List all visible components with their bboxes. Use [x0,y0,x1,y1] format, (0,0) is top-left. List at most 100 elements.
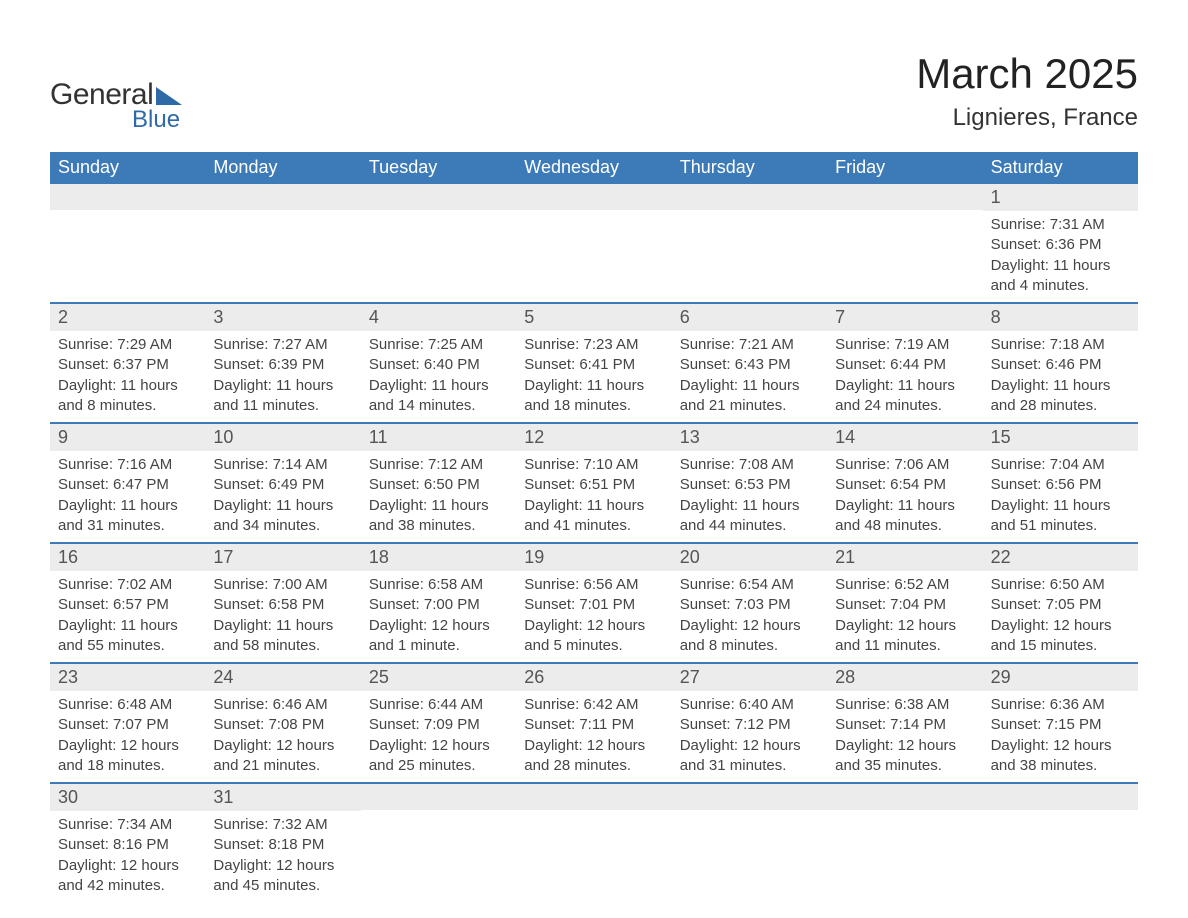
day-sunset: Sunset: 6:36 PM [991,235,1130,255]
day-daylight1: Daylight: 11 hours [369,376,508,396]
day-sunrise: Sunrise: 7:27 AM [213,335,352,355]
day-number: 16 [50,544,205,571]
day-daylight2: and 24 minutes. [835,396,974,416]
day-daylight1: Daylight: 12 hours [680,736,819,756]
day-sunset: Sunset: 6:54 PM [835,475,974,495]
day-daylight2: and 51 minutes. [991,516,1130,536]
day-sunrise: Sunrise: 7:14 AM [213,455,352,475]
day-sunrise: Sunrise: 7:16 AM [58,455,197,475]
day-cell: 8Sunrise: 7:18 AMSunset: 6:46 PMDaylight… [983,304,1138,422]
day-cell: 6Sunrise: 7:21 AMSunset: 6:43 PMDaylight… [672,304,827,422]
day-body [516,210,671,220]
week-row: 23Sunrise: 6:48 AMSunset: 7:07 PMDayligh… [50,662,1138,782]
day-daylight2: and 28 minutes. [524,756,663,776]
weeks-container: 1Sunrise: 7:31 AMSunset: 6:36 PMDaylight… [50,184,1138,902]
day-body: Sunrise: 7:34 AMSunset: 8:16 PMDaylight:… [50,811,205,902]
day-sunrise: Sunrise: 6:46 AM [213,695,352,715]
logo: General Blue [50,78,182,134]
dow-saturday: Saturday [983,152,1138,184]
day-body: Sunrise: 7:02 AMSunset: 6:57 PMDaylight:… [50,571,205,662]
day-daylight1: Daylight: 11 hours [213,616,352,636]
week-row: 2Sunrise: 7:29 AMSunset: 6:37 PMDaylight… [50,302,1138,422]
day-number [516,184,671,210]
day-number [672,184,827,210]
day-body [983,810,1138,820]
day-daylight2: and 42 minutes. [58,876,197,896]
day-number: 30 [50,784,205,811]
day-sunrise: Sunrise: 6:54 AM [680,575,819,595]
day-sunset: Sunset: 6:44 PM [835,355,974,375]
day-daylight2: and 34 minutes. [213,516,352,536]
day-number [361,184,516,210]
day-cell [827,784,982,902]
day-daylight2: and 5 minutes. [524,636,663,656]
day-number: 27 [672,664,827,691]
day-sunset: Sunset: 6:53 PM [680,475,819,495]
dow-sunday: Sunday [50,152,205,184]
day-sunset: Sunset: 7:07 PM [58,715,197,735]
day-daylight1: Daylight: 12 hours [835,616,974,636]
day-cell: 7Sunrise: 7:19 AMSunset: 6:44 PMDaylight… [827,304,982,422]
day-daylight1: Daylight: 11 hours [991,376,1130,396]
day-number [516,784,671,810]
day-number: 19 [516,544,671,571]
day-sunset: Sunset: 7:04 PM [835,595,974,615]
day-body: Sunrise: 6:48 AMSunset: 7:07 PMDaylight:… [50,691,205,782]
header: General Blue March 2025 Lignieres, Franc… [50,50,1138,134]
day-daylight2: and 35 minutes. [835,756,974,776]
day-sunrise: Sunrise: 6:36 AM [991,695,1130,715]
day-cell [205,184,360,302]
day-sunset: Sunset: 6:50 PM [369,475,508,495]
day-body: Sunrise: 7:08 AMSunset: 6:53 PMDaylight:… [672,451,827,542]
day-daylight1: Daylight: 11 hours [58,376,197,396]
day-cell: 10Sunrise: 7:14 AMSunset: 6:49 PMDayligh… [205,424,360,542]
day-daylight1: Daylight: 11 hours [991,496,1130,516]
day-number [205,184,360,210]
dow-thursday: Thursday [672,152,827,184]
week-row: 30Sunrise: 7:34 AMSunset: 8:16 PMDayligh… [50,782,1138,902]
day-number: 2 [50,304,205,331]
day-body [827,210,982,220]
day-sunset: Sunset: 8:16 PM [58,835,197,855]
day-sunrise: Sunrise: 7:31 AM [991,215,1130,235]
day-body: Sunrise: 6:38 AMSunset: 7:14 PMDaylight:… [827,691,982,782]
day-cell [516,784,671,902]
day-body: Sunrise: 7:29 AMSunset: 6:37 PMDaylight:… [50,331,205,422]
day-daylight1: Daylight: 12 hours [213,736,352,756]
day-cell: 16Sunrise: 7:02 AMSunset: 6:57 PMDayligh… [50,544,205,662]
day-sunrise: Sunrise: 7:06 AM [835,455,974,475]
day-number: 11 [361,424,516,451]
day-body: Sunrise: 7:10 AMSunset: 6:51 PMDaylight:… [516,451,671,542]
day-cell: 21Sunrise: 6:52 AMSunset: 7:04 PMDayligh… [827,544,982,662]
dow-friday: Friday [827,152,982,184]
day-sunrise: Sunrise: 6:52 AM [835,575,974,595]
day-cell: 23Sunrise: 6:48 AMSunset: 7:07 PMDayligh… [50,664,205,782]
day-body: Sunrise: 7:06 AMSunset: 6:54 PMDaylight:… [827,451,982,542]
day-daylight2: and 28 minutes. [991,396,1130,416]
day-body: Sunrise: 7:19 AMSunset: 6:44 PMDaylight:… [827,331,982,422]
day-daylight1: Daylight: 12 hours [369,616,508,636]
day-number: 8 [983,304,1138,331]
day-sunset: Sunset: 7:14 PM [835,715,974,735]
day-daylight1: Daylight: 11 hours [835,376,974,396]
day-daylight2: and 18 minutes. [524,396,663,416]
day-cell: 31Sunrise: 7:32 AMSunset: 8:18 PMDayligh… [205,784,360,902]
day-body [672,810,827,820]
day-daylight2: and 14 minutes. [369,396,508,416]
day-number: 9 [50,424,205,451]
day-cell [983,784,1138,902]
day-cell: 29Sunrise: 6:36 AMSunset: 7:15 PMDayligh… [983,664,1138,782]
day-daylight1: Daylight: 12 hours [213,856,352,876]
day-body: Sunrise: 6:56 AMSunset: 7:01 PMDaylight:… [516,571,671,662]
day-cell: 1Sunrise: 7:31 AMSunset: 6:36 PMDaylight… [983,184,1138,302]
day-sunset: Sunset: 7:09 PM [369,715,508,735]
day-number: 5 [516,304,671,331]
day-cell: 13Sunrise: 7:08 AMSunset: 6:53 PMDayligh… [672,424,827,542]
day-daylight1: Daylight: 11 hours [524,376,663,396]
day-sunset: Sunset: 6:37 PM [58,355,197,375]
title-block: March 2025 Lignieres, France [916,50,1138,132]
day-sunrise: Sunrise: 7:21 AM [680,335,819,355]
day-sunrise: Sunrise: 6:56 AM [524,575,663,595]
day-cell: 3Sunrise: 7:27 AMSunset: 6:39 PMDaylight… [205,304,360,422]
day-cell: 22Sunrise: 6:50 AMSunset: 7:05 PMDayligh… [983,544,1138,662]
